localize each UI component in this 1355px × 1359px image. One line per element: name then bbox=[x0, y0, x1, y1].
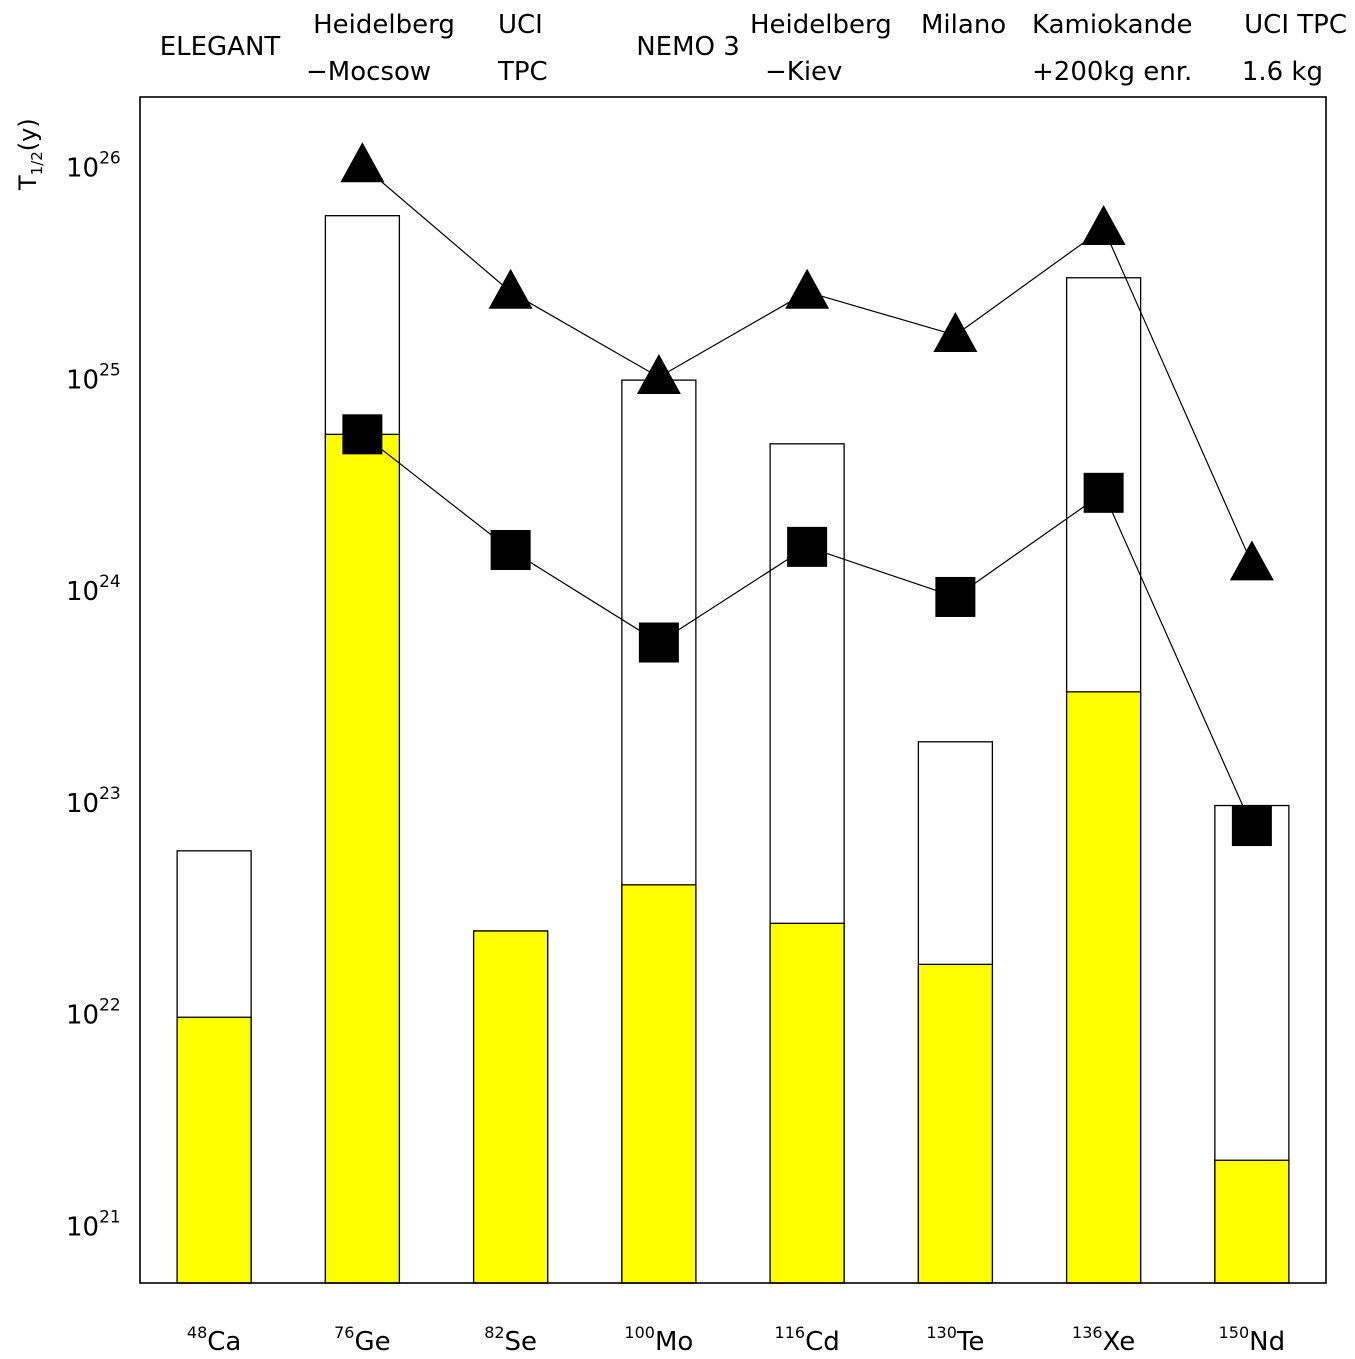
triangle-marker-se bbox=[488, 268, 533, 309]
square-line-segment-cd-te bbox=[806, 546, 956, 598]
isotope-element: Mo bbox=[655, 1327, 693, 1357]
isotope-mass-number: 150 bbox=[1219, 1323, 1250, 1342]
experiment-label-3-line2: TPC bbox=[497, 57, 548, 87]
y-tick-label-26: 1026 bbox=[66, 149, 121, 184]
isotope-label-cd: 116Cd bbox=[775, 1323, 840, 1357]
y-tick-base: 10 bbox=[66, 577, 99, 607]
y-tick-base: 10 bbox=[66, 1001, 99, 1031]
y-tick-exponent: 25 bbox=[99, 360, 121, 380]
experiment-label-6-line1: Milano bbox=[921, 10, 1006, 40]
filled-bar-ge bbox=[324, 433, 401, 1284]
experiment-label-1-line1: ELEGANT bbox=[160, 32, 281, 62]
square-marker-cd bbox=[787, 526, 828, 567]
isotope-element: Te bbox=[956, 1327, 984, 1357]
y-tick-label-21: 1021 bbox=[66, 1207, 121, 1242]
filled-bar-mo bbox=[621, 884, 697, 1284]
y-tick-label-24: 1024 bbox=[66, 572, 121, 607]
y-tick-exponent: 26 bbox=[99, 149, 121, 169]
y-tick-exponent: 22 bbox=[99, 996, 121, 1016]
filled-bar-te bbox=[917, 963, 994, 1284]
experiment-label-2-line1: Heidelberg bbox=[313, 10, 455, 40]
isotope-label-nd: 150Nd bbox=[1219, 1323, 1286, 1357]
square-marker-ge bbox=[342, 414, 383, 455]
bars-layer bbox=[176, 215, 1290, 1284]
experiment-label-3-line1: UCI bbox=[498, 10, 543, 40]
y-axis-label: T1/2(y) bbox=[14, 118, 46, 191]
y-tick-exponent: 23 bbox=[99, 784, 121, 804]
triangle-marker-mo bbox=[636, 353, 681, 394]
square-line-segment-mo-cd bbox=[658, 546, 808, 644]
y-tick-base: 10 bbox=[66, 1212, 99, 1242]
experiment-label-5-line1: Heidelberg bbox=[750, 10, 892, 40]
experiment-label-4-line1: NEMO 3 bbox=[636, 32, 740, 62]
triangle-marker-xe bbox=[1081, 205, 1126, 246]
x-axis-isotope-labels: 48Ca 76Ge 82Se 100Mo 116Cd 130Te 136Xe 150Nd bbox=[187, 1323, 1285, 1357]
triangle-marker-ge bbox=[340, 142, 385, 183]
y-tick-label-25: 1025 bbox=[66, 360, 121, 395]
isotope-element: Nd bbox=[1249, 1327, 1285, 1357]
isotope-label-ge: 76Ge bbox=[334, 1323, 391, 1357]
isotope-mass-number: 130 bbox=[926, 1323, 957, 1342]
filled-bar-nd bbox=[1214, 1159, 1290, 1284]
triangle-line-segment-te-xe bbox=[955, 227, 1104, 336]
y-tick-label-23: 1023 bbox=[66, 784, 121, 819]
experiment-label-2-line2: −Mocsow bbox=[306, 57, 431, 87]
plot-frame bbox=[139, 96, 1327, 1284]
filled-bar-se bbox=[472, 930, 549, 1284]
triangle-line-segment-cd-te bbox=[806, 291, 956, 336]
isotope-mass-number: 82 bbox=[484, 1323, 504, 1342]
isotope-label-ca: 48Ca bbox=[187, 1323, 241, 1357]
experiment-label-5-line2: −Kiev bbox=[765, 57, 842, 87]
isotope-element: Ge bbox=[354, 1327, 390, 1357]
isotope-element: Xe bbox=[1103, 1327, 1136, 1357]
experiment-label-7-line1: Kamiokande bbox=[1032, 10, 1193, 40]
square-marker-se bbox=[490, 529, 531, 570]
isotope-mass-number: 76 bbox=[334, 1323, 354, 1342]
y-tick-exponent: 24 bbox=[99, 572, 121, 592]
experiment-label-8-line2: 1.6 kg bbox=[1242, 57, 1323, 87]
markers-layer bbox=[340, 142, 1274, 847]
isotope-element: Ca bbox=[207, 1327, 241, 1357]
filled-bar-ca bbox=[176, 1016, 252, 1284]
square-line-segment-ge-se bbox=[362, 433, 511, 551]
isotope-element: Cd bbox=[805, 1327, 840, 1357]
y-tick-exponent: 21 bbox=[99, 1207, 121, 1227]
experiment-label-8-line1: UCI TPC bbox=[1244, 10, 1347, 40]
triangle-marker-cd bbox=[785, 268, 830, 309]
isotope-element: Se bbox=[505, 1327, 538, 1357]
y-tick-base: 10 bbox=[66, 789, 99, 819]
square-line-segment-xe-nd bbox=[1103, 492, 1253, 827]
y-tick-base: 10 bbox=[66, 365, 99, 395]
triangle-line-segment-mo-cd bbox=[658, 291, 808, 378]
square-line-segment-se-mo bbox=[510, 549, 660, 644]
isotope-label-te: 130Te bbox=[926, 1323, 984, 1357]
triangle-line-segment-xe-nd bbox=[1103, 227, 1253, 564]
isotope-label-xe: 136Xe bbox=[1072, 1323, 1135, 1357]
experiment-labels: ELEGANT Heidelberg −Mocsow UCI TPC NEMO 3 Heid… bbox=[160, 10, 1347, 87]
isotope-label-mo: 100Mo bbox=[624, 1323, 693, 1357]
isotope-mass-number: 48 bbox=[187, 1323, 207, 1342]
isotope-mass-number: 116 bbox=[775, 1323, 806, 1342]
square-marker-te bbox=[935, 576, 976, 617]
triangle-marker-te bbox=[933, 311, 978, 352]
y-tick-label-22: 1022 bbox=[66, 996, 121, 1031]
triangle-marker-nd bbox=[1229, 540, 1274, 581]
square-line-segment-te-xe bbox=[955, 492, 1104, 598]
isotope-label-se: 82Se bbox=[484, 1323, 537, 1357]
square-marker-xe bbox=[1083, 472, 1124, 513]
square-marker-nd bbox=[1231, 806, 1272, 847]
triangle-line-segment-se-mo bbox=[510, 291, 660, 378]
filled-bar-cd bbox=[769, 922, 845, 1284]
filled-bar-xe bbox=[1065, 691, 1142, 1284]
lines-layer bbox=[361, 164, 1253, 827]
square-marker-mo bbox=[638, 622, 679, 663]
y-tick-base: 10 bbox=[66, 154, 99, 184]
experiment-label-7-line2: +200kg enr. bbox=[1032, 57, 1192, 87]
isotope-mass-number: 100 bbox=[624, 1323, 655, 1342]
triangle-line-segment-ge-se bbox=[361, 164, 512, 293]
isotope-mass-number: 136 bbox=[1072, 1323, 1103, 1342]
